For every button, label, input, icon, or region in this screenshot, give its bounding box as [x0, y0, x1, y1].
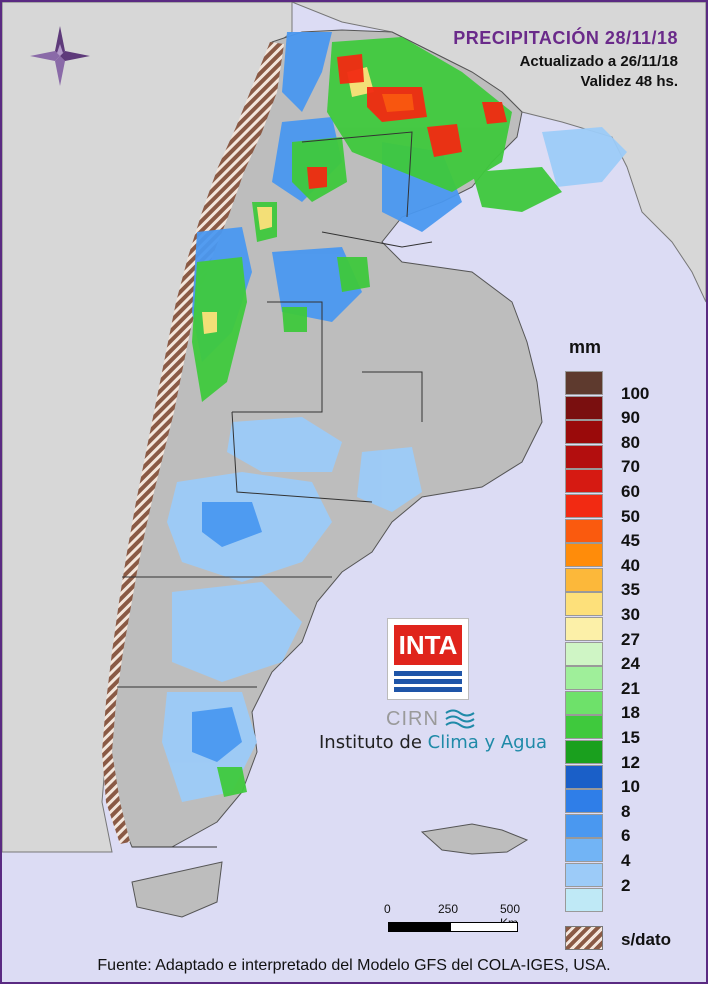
institute-prefix: Instituto de — [319, 732, 428, 753]
legend-label: 18 — [621, 703, 640, 723]
compass-rose-icon — [30, 26, 90, 86]
legend-swatch — [565, 592, 603, 617]
legend-label: 6 — [621, 826, 631, 846]
legend-label: 15 — [621, 728, 640, 747]
province-borders — [117, 131, 433, 848]
no-data-label: s/dato — [621, 930, 672, 949]
waves-icon — [445, 709, 475, 729]
legend-swatch — [565, 518, 603, 543]
scale-bar: 0 250 500 Km — [384, 902, 520, 938]
precip-orange — [382, 94, 414, 112]
legend-label: 21 — [621, 678, 640, 698]
legend-swatch — [565, 641, 603, 666]
legend-label: 50 — [621, 506, 640, 526]
legend-label: 90 — [621, 408, 640, 428]
legend-swatch — [565, 395, 603, 420]
legend-label: 80 — [621, 432, 640, 452]
malvinas-islands — [420, 823, 529, 855]
legend-swatch — [565, 617, 603, 641]
legend-swatch — [565, 444, 603, 469]
legend-label: 24 — [621, 654, 640, 674]
legend-swatch — [565, 887, 603, 912]
source-text: Fuente: Adaptado e interpretado del Mode… — [97, 957, 611, 974]
logo-stripe — [394, 671, 462, 676]
cirn-logo-text: CIRN — [386, 708, 439, 730]
legend-swatch — [565, 740, 603, 764]
legend-swatch — [565, 666, 603, 691]
legend-swatch — [565, 764, 603, 789]
legend-label: 8 — [621, 801, 631, 821]
legend-swatch-top — [565, 371, 603, 395]
inta-logo-text: INTA — [394, 625, 462, 665]
legend-label: 100 — [621, 383, 650, 403]
institute-accent: Clima y Agua — [427, 732, 548, 753]
legend-label: 2 — [621, 875, 631, 895]
title-block: PRECIPITACIÓN 28/11/18 Actualizado a 26/… — [453, 28, 678, 90]
map-title: PRECIPITACIÓN 28/11/18 — [453, 28, 678, 48]
validity-text: Validez 48 hs. — [580, 73, 678, 90]
scale-bar-black — [388, 922, 450, 932]
legend-swatch — [565, 838, 603, 863]
legend-unit: mm — [569, 337, 602, 357]
legend-swatch — [565, 813, 603, 838]
inta-logo: INTA — [387, 618, 469, 700]
legend-label: 35 — [621, 580, 640, 600]
legend-swatch — [565, 690, 603, 715]
legend-label: 27 — [621, 629, 640, 649]
legend-label: 60 — [621, 482, 640, 501]
legend-label: 70 — [621, 457, 640, 477]
legend-label: 30 — [621, 605, 640, 624]
legend-swatch — [565, 494, 603, 518]
legend-swatch — [565, 863, 603, 887]
institute-name: Instituto de Clima y Agua — [319, 732, 547, 753]
legend-swatch — [565, 420, 603, 445]
legend-label: 4 — [621, 851, 631, 870]
updated-date: Actualizado a 26/11/18 — [519, 53, 678, 70]
scale-bar-white — [450, 922, 518, 932]
legend-swatch — [565, 469, 603, 494]
legend-label: 10 — [621, 777, 640, 797]
legend-label: 12 — [621, 752, 640, 772]
scale-label-250: 250 — [438, 902, 459, 916]
tierra-del-fuego — [131, 861, 223, 918]
legend-label: 45 — [621, 531, 640, 551]
legend-swatch — [565, 567, 603, 592]
scale-label-0: 0 — [384, 902, 391, 916]
legend-label: 40 — [621, 555, 640, 575]
logo-stripe — [394, 679, 462, 684]
no-data-swatch — [565, 926, 603, 950]
legend-swatch — [565, 789, 603, 814]
legend-swatch — [565, 543, 603, 568]
logo-stripe — [394, 687, 462, 692]
legend-swatch — [565, 715, 603, 740]
